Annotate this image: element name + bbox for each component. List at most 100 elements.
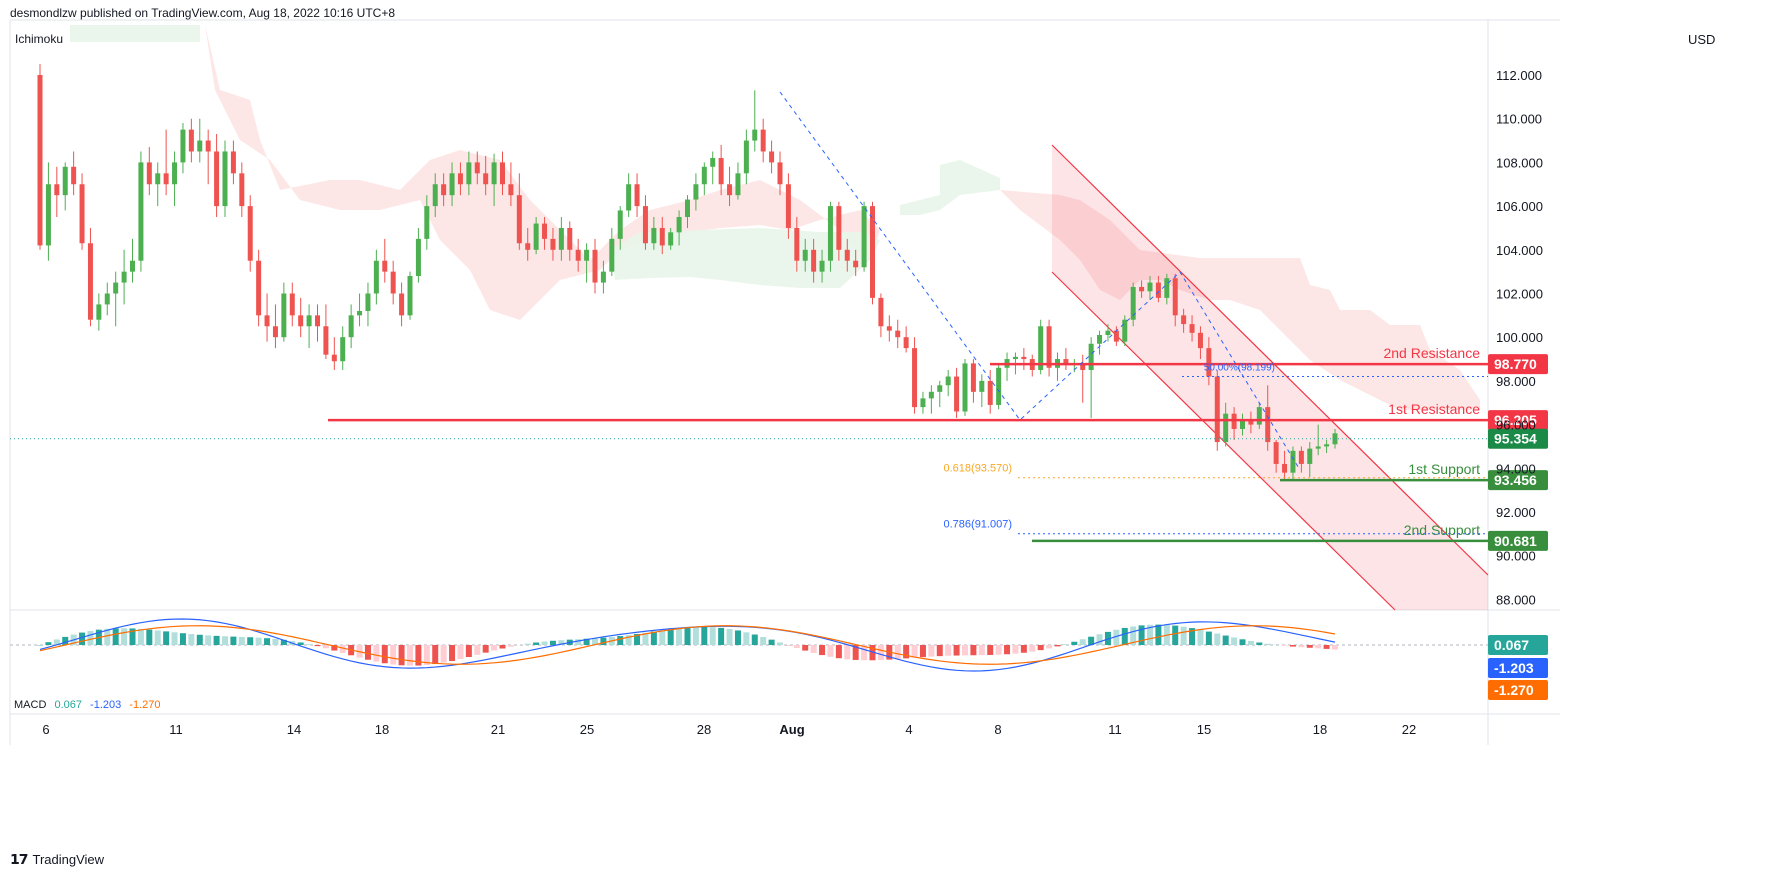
price-tick: 100.000 [1496,330,1543,345]
macd-hist-bar [777,642,783,645]
candle-body [1164,278,1170,298]
candle-body [979,380,985,392]
candle-body [315,315,320,327]
level-badge [1488,354,1548,375]
macd-hist-bar [62,636,69,645]
candle-body [1324,444,1330,447]
time-tick: 28 [697,722,711,737]
macd-hist-bar [945,645,952,656]
macd-value-badge [1488,635,1548,655]
macd-hist-bar [583,638,590,645]
macd-hist-bar [222,636,228,645]
candle-body [113,282,119,294]
candle-body [1088,343,1094,370]
macd-hist-bar [297,642,304,645]
candle-body [407,276,413,316]
candle-body [1021,356,1027,360]
candle-body [424,206,430,239]
level-badge [1488,470,1548,491]
macd-hist-bar [146,629,153,645]
level-value: 90.681 [1494,533,1537,549]
macd-hist-bar [129,628,136,645]
macd-hist-bar [743,632,750,645]
level-label: 1st Resistance [1388,401,1480,417]
candle-body [508,184,514,196]
macd-hist-bar [1281,645,1288,646]
macd-hist-bar [331,645,338,651]
candle-body [298,315,304,327]
time-tick: 15 [1197,722,1211,737]
candle-body [676,217,682,233]
macd-hist-bar [264,638,271,645]
macd-hist-bar [1113,629,1120,645]
level-value: 98.770 [1494,356,1537,372]
candle-body [912,348,918,408]
macd-hist-bar [1205,631,1212,645]
candle-body [172,162,178,185]
macd-hist-bar [415,645,422,666]
macd-hist-bar [650,631,657,645]
candle-body [1181,315,1187,325]
macd-hist-bar [390,645,397,665]
candle-body [247,206,253,261]
macd-hist-bar [919,645,926,658]
macd-hist-bar [1104,631,1111,645]
candle-body [1273,442,1279,464]
candle-body [1155,282,1161,298]
macd-hist-bar [634,633,641,645]
macd-badge-text: 0.067 [1494,637,1529,653]
candle-body [895,330,901,338]
tradingview-logo[interactable]: 𝟭𝟳 TradingView [10,851,104,868]
macd-signal-value: -1.270 [129,699,161,711]
indicator-label[interactable]: Ichimoku [15,32,64,46]
candle-body [188,129,194,152]
candle-body [920,398,926,408]
macd-hist-bar [844,645,851,660]
macd-hist-bar [877,645,884,661]
publisher-header: desmondlzw published on TradingView.com,… [10,6,396,20]
candle-body [542,223,548,239]
candle-body [1012,356,1018,360]
macd-hist-bar [835,645,842,659]
macd-hist-bar [104,628,111,645]
macd-hist-bar [600,637,607,645]
macd-hist-bar [1180,626,1187,645]
macd-hist-bar [137,628,144,645]
cloud-green-3 [900,160,1000,215]
macd-hist-bar [179,633,186,645]
candle-body [205,140,211,152]
candle-body [1265,407,1271,443]
time-tick: 11 [169,722,183,737]
candle-body [659,227,665,246]
candle-body [693,184,699,200]
candle-body [1298,450,1304,464]
macd-hist-bar [306,644,313,645]
candle-body [432,184,438,207]
candle-body [1197,332,1203,349]
candle-body [1147,282,1153,292]
candle-body [45,184,51,246]
candle-body [827,206,833,261]
macd-hist-bar [970,645,977,656]
macd-hist-bar [255,637,262,645]
candle-body [306,315,312,327]
candle-body [62,166,68,196]
macd-value-badge [1488,680,1548,700]
macd-hist-bar [810,645,817,653]
macd-hist-bar [45,642,52,645]
candle-body [491,162,497,185]
macd-hist-bar [575,639,582,645]
macd-hist-bar [230,636,237,645]
macd-hist-bar [541,641,548,645]
macd-hist-bar [802,645,809,651]
candle-body [928,391,934,399]
candle-body [1097,335,1103,344]
macd-hist-bar [911,645,918,658]
price-tick: 104.000 [1496,243,1543,258]
candle-body [794,227,800,261]
candle-body [449,173,455,196]
macd-hist-bar [457,645,464,660]
candle-body [634,184,640,207]
candle-body [600,271,606,283]
